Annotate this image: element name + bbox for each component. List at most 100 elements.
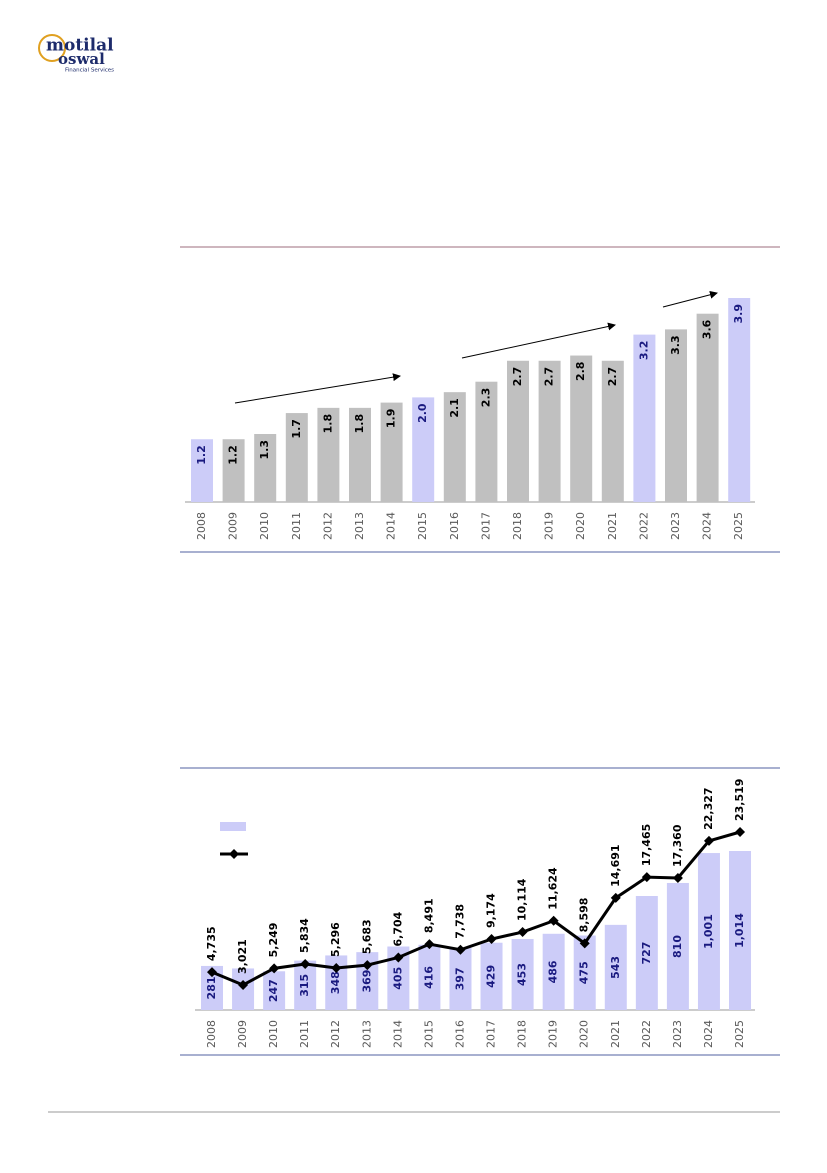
data-label: 3.2 xyxy=(637,341,650,361)
data-label: 8,491 xyxy=(422,898,435,933)
line-marker xyxy=(300,958,311,969)
x-tick-label: 2022 xyxy=(640,1020,653,1048)
legend-swatch xyxy=(229,849,239,859)
data-label: 1.8 xyxy=(353,414,366,434)
x-tick-label: 2014 xyxy=(391,1020,404,1048)
x-tick-label: 2017 xyxy=(479,512,492,540)
bar xyxy=(325,955,348,1010)
bar xyxy=(412,397,435,502)
data-label: 1.7 xyxy=(290,419,303,439)
x-tick-label: 2024 xyxy=(702,1020,715,1048)
line-marker xyxy=(735,827,746,837)
bar xyxy=(570,355,593,502)
bar xyxy=(449,947,472,1010)
data-label: 348 xyxy=(329,971,342,994)
x-tick-label: 2020 xyxy=(574,512,587,540)
data-label: 3.6 xyxy=(701,319,714,339)
bar xyxy=(263,971,286,1010)
x-tick-label: 2019 xyxy=(543,512,556,540)
x-tick-label: 2009 xyxy=(236,1020,249,1048)
logo-text: oswal xyxy=(58,50,105,68)
bar xyxy=(697,853,720,1010)
x-tick-label: 2020 xyxy=(578,1020,591,1048)
data-label: 281 xyxy=(205,976,218,999)
data-label: 6,704 xyxy=(391,911,404,946)
line-marker xyxy=(672,872,683,883)
arrow xyxy=(461,322,616,359)
x-tick-label: 2018 xyxy=(511,512,524,540)
data-label: 453 xyxy=(516,963,529,986)
line-marker xyxy=(362,960,373,971)
data-label: 5,834 xyxy=(298,918,311,953)
line-marker xyxy=(548,915,559,926)
x-tick-label: 2024 xyxy=(701,512,714,540)
data-label: 4,735 xyxy=(205,926,218,961)
x-tick-label: 2010 xyxy=(258,512,271,540)
data-label: 2.0 xyxy=(416,403,429,423)
x-tick-label: 2014 xyxy=(385,512,398,540)
line xyxy=(211,830,741,987)
x-tick-label: 2008 xyxy=(205,1020,218,1048)
bar xyxy=(573,935,596,1010)
bar xyxy=(222,439,245,502)
logo-text: motilal xyxy=(46,36,114,56)
x-tick-label: 2016 xyxy=(453,1020,466,1048)
bar xyxy=(294,960,317,1010)
x-tick-label: 2008 xyxy=(195,512,208,540)
bar xyxy=(349,407,371,502)
data-label: 405 xyxy=(391,967,404,990)
data-label: 2.7 xyxy=(543,367,556,387)
bar xyxy=(475,381,498,502)
line-marker xyxy=(579,938,590,949)
line-marker xyxy=(269,963,280,974)
bar xyxy=(418,944,441,1010)
data-label: 2.7 xyxy=(606,367,619,387)
line-marker xyxy=(393,952,404,963)
data-label: 416 xyxy=(422,966,435,989)
bar xyxy=(191,439,213,502)
x-tick-label: 2025 xyxy=(732,512,745,540)
legend xyxy=(220,822,248,859)
bar xyxy=(507,360,529,502)
x-tick-label: 2011 xyxy=(290,512,303,540)
data-label: 14,691 xyxy=(609,844,622,886)
bar xyxy=(285,413,308,502)
x-tick-label: 2021 xyxy=(609,1020,622,1048)
arrow xyxy=(234,373,401,404)
data-label: 23,519 xyxy=(733,779,746,821)
data-label: 1.2 xyxy=(227,445,240,465)
data-label: 475 xyxy=(578,961,591,984)
data-label: 543 xyxy=(609,956,622,979)
x-tick-label: 2021 xyxy=(606,512,619,540)
data-label: 247 xyxy=(267,979,280,1002)
bar xyxy=(666,882,689,1010)
bar xyxy=(696,313,719,502)
data-label: 3.9 xyxy=(732,304,745,324)
data-label: 8,598 xyxy=(578,898,591,933)
x-tick-label: 2025 xyxy=(733,1020,746,1048)
data-label: 5,249 xyxy=(267,923,280,958)
x-tick-label: 2012 xyxy=(329,1020,342,1048)
data-label: 22,327 xyxy=(702,787,715,829)
bar xyxy=(317,407,340,502)
bar xyxy=(380,402,403,502)
bar xyxy=(635,896,658,1010)
data-label: 397 xyxy=(453,967,466,990)
data-label: 2.8 xyxy=(574,362,587,382)
bar xyxy=(480,942,503,1010)
x-tick-label: 2011 xyxy=(298,1020,311,1048)
data-label: 3.3 xyxy=(669,335,682,355)
line-marker xyxy=(703,835,714,846)
data-label: 486 xyxy=(547,960,560,983)
data-label: 11,624 xyxy=(547,867,560,910)
data-label: 1.8 xyxy=(321,414,334,434)
bar xyxy=(633,334,656,502)
data-label: 5,296 xyxy=(329,922,342,957)
logo: motilal oswal Financial Services xyxy=(38,34,114,74)
bar xyxy=(729,851,752,1010)
data-label: 369 xyxy=(360,970,373,993)
data-label: 429 xyxy=(485,965,498,988)
bar xyxy=(254,434,277,502)
